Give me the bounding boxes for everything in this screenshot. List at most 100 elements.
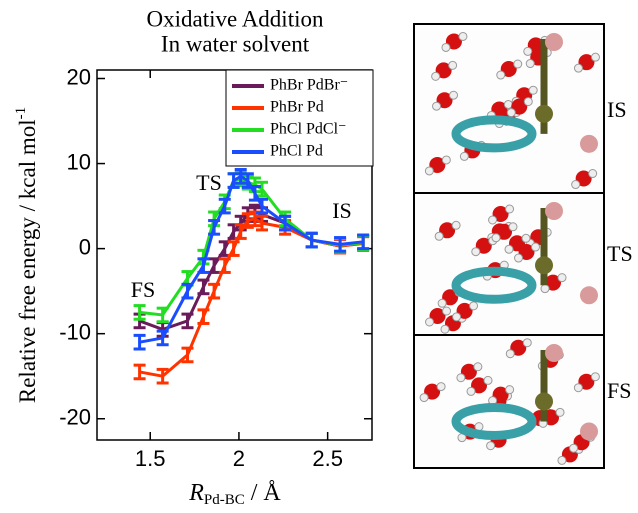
error-bar: [334, 236, 347, 253]
hydrogen-atom: [557, 455, 567, 465]
hydrogen-atom: [456, 373, 466, 383]
hydrogen-atom: [449, 90, 459, 100]
hydrogen-atom: [434, 231, 444, 241]
annotation: TS: [196, 170, 222, 195]
hydrogen-atom: [504, 244, 514, 254]
hydrogen-atom: [557, 273, 567, 283]
hydrogen-atom: [590, 372, 600, 382]
hydrogen-atom: [452, 312, 462, 322]
hydrogen-atom: [503, 99, 513, 109]
hydrogen-atom: [555, 407, 565, 417]
halogen-atom: [545, 33, 563, 51]
pd-atom: [535, 104, 553, 123]
hydrogen-atom: [442, 306, 452, 316]
phenyl-ring: [451, 402, 537, 440]
y-label-sup: -1: [13, 107, 29, 120]
hydrogen-atom: [437, 298, 447, 308]
legend-label: PhBr Pd: [270, 99, 324, 116]
x-tick-label: 2: [233, 446, 245, 471]
x-label-sub: Pd-BC: [204, 492, 245, 508]
hydrogen-atom: [525, 59, 535, 69]
error-bar: [208, 282, 221, 300]
y-axis-label: Relative free energy / kcal mol-1: [13, 107, 40, 403]
panel-label: TS: [607, 241, 633, 266]
error-bar: [156, 367, 169, 385]
x-label-unit: / Å: [245, 480, 282, 506]
halogen-atom: [545, 344, 563, 362]
error-bar: [218, 197, 231, 215]
hydrogen-atom: [523, 97, 533, 107]
hydrogen-atom: [522, 338, 532, 348]
hydrogen-atom: [448, 60, 458, 70]
error-bar: [197, 278, 210, 296]
hydrogen-atom: [506, 108, 516, 118]
annotation: FS: [131, 277, 155, 302]
hydrogen-atom: [588, 169, 598, 179]
hydrogen-atom: [440, 324, 450, 334]
halogen-atom: [580, 286, 598, 305]
hydrogen-atom: [486, 441, 496, 451]
error-bar: [181, 312, 194, 330]
error-bar: [197, 308, 210, 325]
hydrogen-atom: [466, 386, 476, 396]
hydrogen-atom: [432, 101, 442, 111]
error-bar: [133, 304, 146, 321]
hydrogen-atom: [514, 253, 524, 263]
hydrogen-atom: [523, 46, 533, 56]
annotation: IS: [332, 198, 352, 223]
error-bar: [156, 329, 169, 347]
error-bar: [241, 212, 254, 229]
hydrogen-atom: [425, 317, 435, 327]
error-bar: [227, 240, 240, 257]
error-bar: [256, 214, 268, 232]
hydrogen-atom: [540, 284, 550, 294]
pd-atom: [535, 256, 553, 275]
hydrogen-atom: [508, 222, 518, 232]
y-tick-label: 0: [79, 234, 91, 259]
title-line: In water solvent: [161, 31, 310, 56]
halogen-atom: [545, 202, 563, 220]
hydrogen-atom: [573, 383, 583, 393]
hydrogen-atom: [458, 31, 468, 41]
error-bar: [234, 168, 247, 185]
y-tick-label: -20: [59, 405, 91, 430]
hydrogen-atom: [569, 443, 579, 453]
halogen-atom: [580, 134, 598, 153]
panel-label: FS: [607, 378, 631, 403]
hydrogen-atom: [424, 166, 434, 176]
hydrogen-atom: [441, 42, 451, 52]
halogen-atom: [580, 422, 598, 441]
error-bar: [218, 257, 231, 274]
pd-atom: [535, 392, 553, 411]
error-bar: [234, 223, 247, 240]
legend-label: PhBr PdBr⁻: [270, 77, 348, 94]
y-tick-label: -10: [59, 319, 91, 344]
error-bar: [305, 231, 318, 249]
hydrogen-atom: [469, 301, 479, 311]
title-line: Oxidative Addition: [147, 6, 324, 31]
hydrogen-atom: [528, 85, 538, 95]
phenyl-ring: [451, 115, 537, 153]
hydrogen-atom: [590, 52, 600, 62]
error-bar: [197, 257, 210, 274]
hydrogen-atom: [459, 151, 469, 161]
x-label-var: R: [188, 480, 204, 506]
error-bar: [133, 333, 146, 351]
hydrogen-atom: [419, 393, 429, 403]
hydrogen-atom: [573, 63, 583, 73]
hydrogen-atom: [505, 204, 515, 214]
hydrogen-atom: [473, 362, 483, 372]
error-bar: [133, 363, 146, 381]
hydrogen-atom: [471, 247, 481, 257]
error-bar: [156, 306, 169, 324]
error-bar: [181, 282, 194, 300]
structure-panels: [413, 23, 605, 469]
x-axis-label: RPd-BC / Å: [188, 480, 281, 509]
y-label-text: Relative free energy / kcal mol: [15, 119, 40, 403]
x-tick-label: 1.5: [135, 446, 166, 471]
hydrogen-atom: [505, 385, 515, 395]
error-bar: [227, 172, 240, 189]
error-bar: [181, 346, 194, 364]
legend-label: PhCl Pd: [270, 143, 323, 160]
